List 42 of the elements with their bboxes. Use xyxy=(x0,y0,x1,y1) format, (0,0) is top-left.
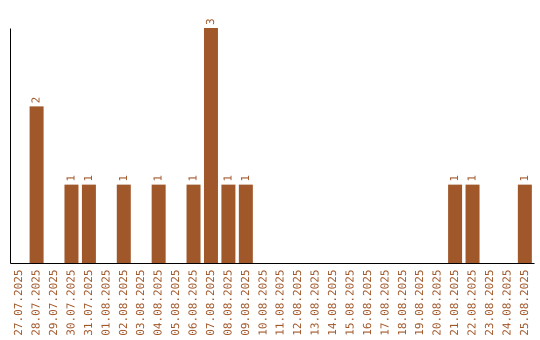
x-tick-label: 16.08.2025 xyxy=(360,270,374,336)
x-tick-label: 07.08.2025 xyxy=(204,270,217,336)
x-tick-label: 31.07.2025 xyxy=(82,270,95,336)
x-tick-label: 06.08.2025 xyxy=(186,270,200,336)
data-label: 1 xyxy=(82,175,95,182)
data-label: 1 xyxy=(466,175,479,182)
data-label: 1 xyxy=(186,175,200,182)
data-label: 1 xyxy=(64,175,78,182)
x-tick-label: 14.08.2025 xyxy=(326,270,340,336)
x-tick-label: 27.07.2025 xyxy=(12,270,26,336)
x-tick-label: 29.07.2025 xyxy=(47,270,60,336)
x-tick-label: 20.08.2025 xyxy=(430,270,444,336)
x-tick-label: 28.07.2025 xyxy=(30,270,43,336)
data-label: 1 xyxy=(518,175,531,182)
data-label: 2 xyxy=(30,96,43,104)
x-tick-label: 04.08.2025 xyxy=(152,270,165,336)
data-label: 1 xyxy=(116,175,130,182)
x-tick-label: 03.08.2025 xyxy=(134,270,148,336)
data-label: 1 xyxy=(238,175,252,182)
x-tick-label: 05.08.2025 xyxy=(169,270,182,336)
x-tick-label: 13.08.2025 xyxy=(308,270,322,336)
x-tick-label: 09.08.2025 xyxy=(238,270,252,336)
x-tick-label: 25.08.2025 xyxy=(518,270,531,336)
x-tick-label: 12.08.2025 xyxy=(291,270,304,336)
data-label: 1 xyxy=(152,175,165,182)
x-tick-label: 08.08.2025 xyxy=(221,270,234,336)
x-tick-label: 24.08.2025 xyxy=(500,270,514,336)
x-tick-label: 10.08.2025 xyxy=(256,270,270,336)
x-tick-label: 19.08.2025 xyxy=(413,270,426,336)
data-label: 1 xyxy=(221,175,234,182)
x-tick-label: 11.08.2025 xyxy=(274,270,287,336)
x-tick-label: 01.08.2025 xyxy=(99,270,112,336)
x-tick-label: 02.08.2025 xyxy=(116,270,130,336)
data-label: 1 xyxy=(448,175,462,182)
x-tick-label: 17.08.2025 xyxy=(378,270,392,336)
x-tick-label: 22.08.2025 xyxy=(466,270,479,336)
x-tick-label: 15.08.2025 xyxy=(343,270,356,336)
data-label: 3 xyxy=(204,18,217,25)
x-tick-label: 30.07.2025 xyxy=(64,270,78,336)
x-tick-label: 23.08.2025 xyxy=(482,270,496,336)
x-tick-label: 21.08.2025 xyxy=(448,270,462,336)
x-tick-label: 18.08.2025 xyxy=(396,270,409,336)
